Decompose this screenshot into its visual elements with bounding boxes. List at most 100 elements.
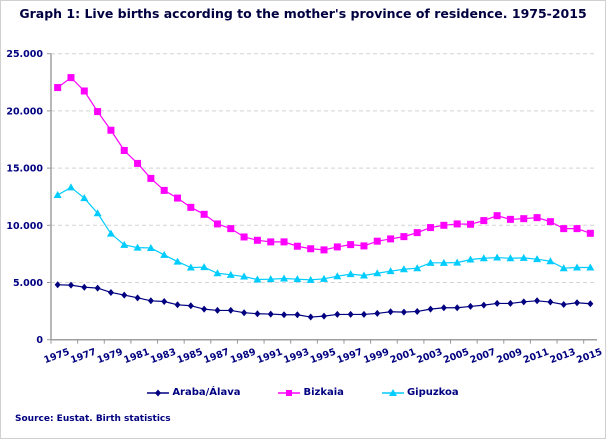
data-point bbox=[374, 309, 381, 317]
data-point bbox=[294, 311, 301, 319]
data-point bbox=[67, 281, 74, 289]
x-tick-label: 1981 bbox=[122, 347, 151, 366]
data-point bbox=[213, 220, 221, 228]
data-point bbox=[427, 305, 434, 313]
data-point bbox=[360, 242, 368, 250]
data-point bbox=[587, 300, 594, 308]
data-point bbox=[174, 301, 181, 309]
data-point bbox=[347, 310, 354, 318]
x-tick-label: 2003 bbox=[415, 347, 444, 366]
data-point bbox=[466, 220, 474, 228]
data-point bbox=[147, 297, 154, 305]
data-point bbox=[106, 229, 115, 237]
data-point bbox=[573, 225, 581, 233]
data-point bbox=[426, 258, 435, 266]
chart-title: Graph 1: Live births according to the mo… bbox=[19, 6, 587, 21]
data-point bbox=[280, 274, 289, 282]
data-point bbox=[359, 271, 368, 279]
data-point bbox=[241, 309, 248, 317]
data-point bbox=[546, 218, 554, 226]
data-point bbox=[440, 304, 447, 312]
data-point bbox=[467, 302, 474, 310]
data-point bbox=[200, 210, 208, 218]
data-point bbox=[253, 275, 262, 283]
data-point bbox=[293, 242, 301, 250]
data-point bbox=[67, 74, 75, 82]
data-point bbox=[520, 298, 527, 306]
y-tick-label: 10.000 bbox=[6, 221, 43, 232]
data-point bbox=[320, 246, 328, 254]
data-point bbox=[66, 183, 75, 191]
data-point bbox=[200, 263, 209, 271]
data-point bbox=[147, 174, 155, 182]
x-tick-label: 2013 bbox=[549, 347, 578, 366]
data-point bbox=[453, 258, 462, 266]
legend-item: Bizkaia bbox=[278, 387, 344, 398]
data-point bbox=[399, 265, 408, 273]
data-point bbox=[466, 255, 475, 263]
data-point bbox=[519, 253, 528, 261]
data-point bbox=[506, 215, 514, 223]
data-point bbox=[334, 310, 341, 318]
data-point bbox=[54, 84, 62, 92]
data-point bbox=[107, 126, 115, 134]
data-point bbox=[307, 245, 315, 253]
data-point bbox=[320, 274, 328, 282]
data-point bbox=[574, 299, 581, 307]
data-point bbox=[133, 243, 142, 251]
legend-square-icon bbox=[278, 389, 301, 396]
data-point bbox=[453, 220, 461, 228]
data-point bbox=[454, 304, 461, 312]
data-point bbox=[267, 310, 274, 318]
data-point bbox=[146, 243, 155, 251]
x-tick-label: 1999 bbox=[362, 347, 391, 366]
y-tick-label: 20.000 bbox=[6, 106, 43, 117]
data-point bbox=[80, 87, 88, 95]
data-point bbox=[173, 257, 182, 265]
data-point bbox=[546, 257, 555, 265]
y-tick-label: 5.000 bbox=[13, 278, 43, 289]
source-note: Source: Eustat. Birth statistics bbox=[15, 414, 171, 424]
legend-label: Bizkaia bbox=[303, 387, 344, 398]
data-point bbox=[94, 108, 102, 116]
x-tick-label: 2001 bbox=[389, 347, 418, 366]
data-point bbox=[360, 310, 367, 318]
y-tick-label: 15.000 bbox=[6, 164, 43, 175]
data-point bbox=[161, 297, 168, 305]
x-tick-label: 1983 bbox=[149, 347, 178, 366]
data-point bbox=[427, 224, 435, 232]
x-tick-label: 1995 bbox=[309, 347, 338, 366]
data-point bbox=[54, 281, 61, 289]
legend-item: Araba/Álava bbox=[147, 387, 240, 398]
data-point bbox=[414, 307, 421, 315]
data-point bbox=[306, 275, 315, 283]
data-point bbox=[547, 298, 554, 306]
data-point bbox=[160, 186, 168, 194]
data-point bbox=[559, 264, 568, 272]
data-point bbox=[120, 146, 128, 154]
data-point bbox=[134, 294, 141, 302]
data-point bbox=[226, 270, 235, 278]
data-point bbox=[333, 243, 341, 251]
x-tick-label: 1989 bbox=[229, 347, 258, 366]
data-point bbox=[80, 194, 89, 202]
data-point bbox=[93, 209, 102, 217]
data-point bbox=[400, 233, 408, 241]
data-point bbox=[333, 272, 342, 280]
data-point bbox=[240, 233, 248, 241]
data-point bbox=[240, 272, 249, 280]
x-tick-label: 1991 bbox=[256, 347, 285, 366]
x-tick-label: 1977 bbox=[69, 347, 98, 366]
data-point bbox=[201, 305, 208, 313]
data-point bbox=[347, 241, 355, 249]
data-point bbox=[227, 225, 235, 233]
data-point bbox=[346, 270, 355, 278]
data-point bbox=[134, 159, 142, 167]
data-point bbox=[413, 264, 422, 272]
y-tick-label: 25.000 bbox=[6, 49, 43, 60]
data-point bbox=[480, 301, 487, 309]
x-tick-label: 1987 bbox=[202, 347, 231, 366]
data-point bbox=[187, 302, 194, 310]
x-tick-label: 2011 bbox=[522, 347, 551, 366]
data-point bbox=[81, 283, 88, 291]
